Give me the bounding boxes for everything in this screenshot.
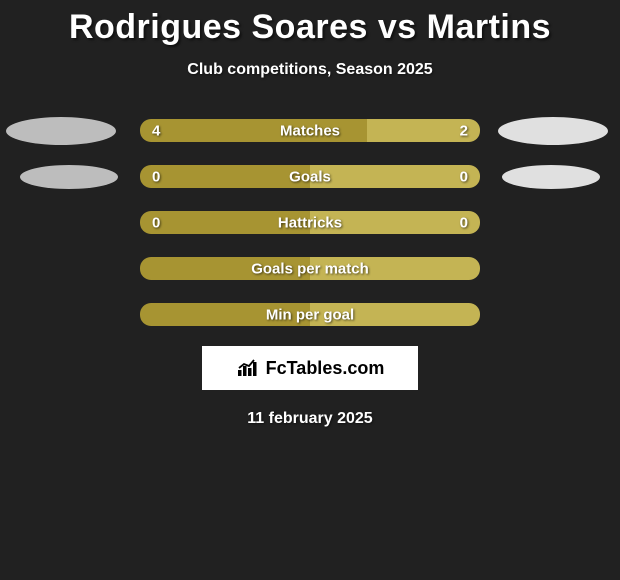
stat-label: Hattricks [278, 214, 342, 231]
value-b: 0 [460, 214, 468, 231]
date-text: 11 february 2025 [0, 410, 620, 428]
value-a: 0 [152, 168, 160, 185]
player-a-marker [6, 117, 116, 145]
logo-box: FcTables.com [202, 346, 418, 390]
player-b-marker [502, 165, 600, 189]
stat-bar: Goals per match [140, 257, 480, 280]
player-b-marker [498, 117, 608, 145]
stat-label: Goals per match [251, 260, 369, 277]
value-b: 0 [460, 168, 468, 185]
stat-bar: 0 0 Goals [140, 165, 480, 188]
bar-segment-b [310, 165, 480, 188]
chart-icon [236, 358, 260, 378]
comparison-row: 4 2 Matches [0, 119, 620, 142]
stat-label: Goals [289, 168, 331, 185]
comparison-row: Min per goal [0, 303, 620, 326]
stat-label: Matches [280, 122, 340, 139]
page-title: Rodrigues Soares vs Martins [0, 0, 620, 47]
stat-bar: 0 0 Hattricks [140, 211, 480, 234]
bar-segment-a [140, 165, 310, 188]
value-a: 0 [152, 214, 160, 231]
comparison-row: 0 0 Goals [0, 165, 620, 188]
stat-bar: 4 2 Matches [140, 119, 480, 142]
player-a-marker [20, 165, 118, 189]
comparison-rows: 4 2 Matches 0 0 Goals 0 0 Hattricks Goals per mat… [0, 119, 620, 326]
comparison-row: 0 0 Hattricks [0, 211, 620, 234]
subtitle: Club competitions, Season 2025 [0, 61, 620, 79]
value-b: 2 [460, 122, 468, 139]
logo-text: FcTables.com [266, 358, 385, 379]
stat-bar: Min per goal [140, 303, 480, 326]
comparison-row: Goals per match [0, 257, 620, 280]
stat-label: Min per goal [266, 306, 354, 323]
value-a: 4 [152, 122, 160, 139]
